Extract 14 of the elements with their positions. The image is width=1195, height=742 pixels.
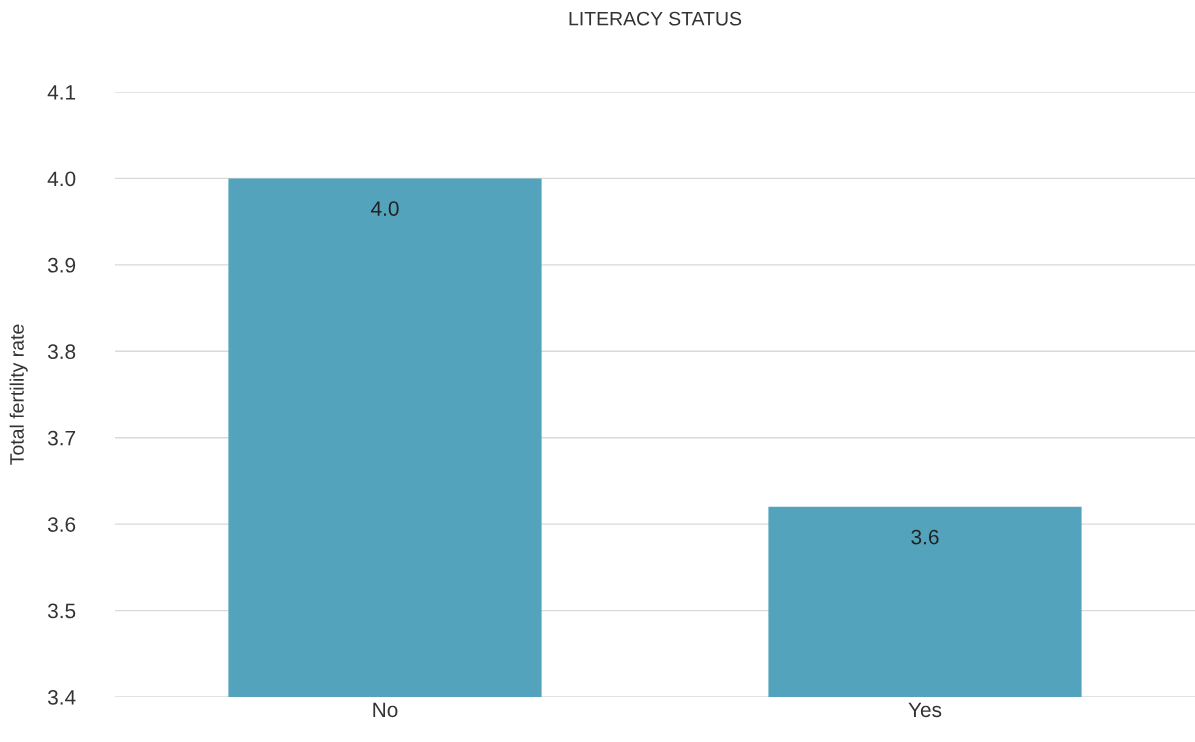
x-tick-label: Yes: [908, 702, 942, 718]
data-label: 4.0: [371, 201, 399, 216]
y-tick-label: 3.7: [47, 430, 76, 446]
y-tick-label: 3.5: [47, 603, 76, 619]
y-tick-label: 4.1: [47, 85, 76, 100]
y-tick-label: 4.0: [47, 171, 76, 187]
data-label: 3.6: [911, 529, 939, 545]
y-tick-label: 3.6: [47, 517, 76, 532]
y-axis-title: Total fertility rate: [9, 324, 28, 465]
y-tick-label: 3.9: [47, 257, 76, 273]
y-tick-label: 3.8: [47, 344, 76, 360]
chart-title: LITERACY STATUS: [569, 11, 742, 26]
x-tick-label: No: [373, 702, 398, 718]
y-tick-label: 3.4: [47, 690, 76, 705]
